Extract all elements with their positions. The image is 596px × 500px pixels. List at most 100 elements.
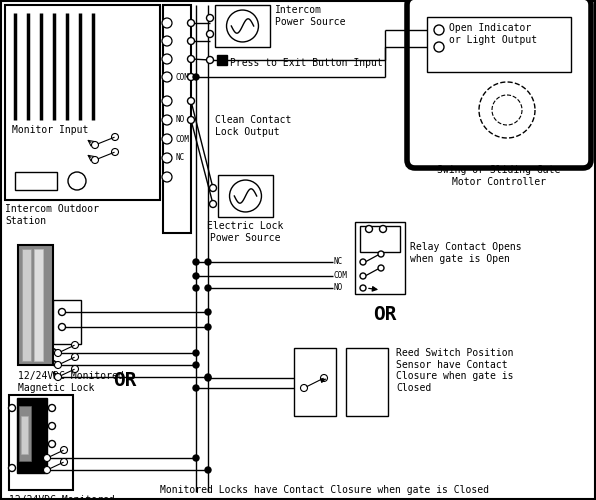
Circle shape: [378, 251, 384, 257]
Circle shape: [92, 156, 98, 164]
Circle shape: [48, 440, 55, 448]
Text: COM: COM: [175, 134, 189, 143]
Circle shape: [188, 116, 194, 123]
Circle shape: [205, 374, 211, 380]
Circle shape: [68, 172, 86, 190]
Circle shape: [188, 74, 194, 80]
Bar: [360, 226, 400, 252]
Text: Monitored Locks have Contact Closure when gate is Closed: Monitored Locks have Contact Closure whe…: [160, 485, 489, 495]
Circle shape: [48, 404, 55, 411]
Text: NC: NC: [333, 258, 342, 266]
Circle shape: [205, 375, 211, 381]
Text: NC: NC: [175, 154, 184, 162]
Bar: [17, 398, 47, 473]
Circle shape: [162, 72, 172, 82]
Circle shape: [210, 200, 216, 207]
Circle shape: [72, 366, 79, 372]
Circle shape: [360, 259, 366, 265]
Circle shape: [205, 309, 211, 315]
Text: NO: NO: [333, 284, 342, 292]
Bar: [355, 222, 405, 294]
Circle shape: [44, 454, 51, 462]
Circle shape: [321, 374, 327, 382]
Circle shape: [48, 422, 55, 430]
Bar: [18, 245, 53, 365]
Bar: [34, 249, 43, 361]
Circle shape: [360, 285, 366, 291]
Circle shape: [188, 98, 194, 104]
Circle shape: [300, 384, 308, 392]
Circle shape: [206, 14, 213, 21]
Bar: [294, 348, 336, 416]
Circle shape: [378, 265, 384, 271]
Circle shape: [193, 259, 199, 265]
Bar: [427, 17, 571, 72]
Text: Monitor Input: Monitor Input: [12, 125, 88, 135]
Text: Relay Contact Opens
when gate is Open: Relay Contact Opens when gate is Open: [410, 242, 522, 264]
Text: COM: COM: [175, 72, 189, 82]
FancyBboxPatch shape: [407, 0, 591, 168]
Circle shape: [205, 259, 211, 265]
Bar: [217, 55, 227, 65]
Circle shape: [193, 350, 199, 356]
Circle shape: [92, 142, 98, 148]
Circle shape: [206, 30, 213, 38]
Circle shape: [72, 354, 79, 360]
Circle shape: [111, 148, 119, 156]
Circle shape: [8, 464, 15, 471]
Bar: [15, 172, 57, 190]
Circle shape: [162, 153, 172, 163]
Circle shape: [162, 134, 172, 144]
Text: Open Indicator
or Light Output: Open Indicator or Light Output: [449, 23, 537, 44]
Text: NO: NO: [175, 116, 184, 124]
Circle shape: [193, 455, 199, 461]
Circle shape: [54, 362, 61, 368]
Circle shape: [210, 184, 216, 192]
Circle shape: [58, 324, 66, 330]
Bar: [53, 300, 81, 344]
Text: 12/24VDC Monitored
Electric Strike Lock: 12/24VDC Monitored Electric Strike Lock: [9, 495, 126, 500]
Text: Clean Contact
Lock Output: Clean Contact Lock Output: [215, 115, 291, 136]
Circle shape: [44, 466, 51, 473]
Circle shape: [162, 96, 172, 106]
Circle shape: [188, 38, 194, 44]
Text: Intercom
Power Source: Intercom Power Source: [275, 5, 346, 26]
Circle shape: [206, 56, 213, 64]
Text: Reed Switch Position
Sensor have Contact
Closure when gate is
Closed: Reed Switch Position Sensor have Contact…: [396, 348, 514, 393]
Text: Swing or Sliding Gate
Motor Controller: Swing or Sliding Gate Motor Controller: [437, 165, 561, 186]
Circle shape: [58, 308, 66, 316]
Text: COM: COM: [333, 272, 347, 280]
Circle shape: [193, 273, 199, 279]
Bar: [218, 175, 273, 217]
Circle shape: [360, 273, 366, 279]
Bar: [22, 249, 31, 361]
Circle shape: [365, 226, 372, 232]
Text: Electric Lock
Power Source: Electric Lock Power Source: [207, 221, 283, 242]
Circle shape: [205, 285, 211, 291]
Text: OR: OR: [113, 370, 136, 390]
Circle shape: [162, 115, 172, 125]
Bar: [9, 395, 73, 490]
Circle shape: [111, 134, 119, 140]
Circle shape: [162, 18, 172, 28]
Text: Intercom Outdoor
Station: Intercom Outdoor Station: [5, 204, 99, 226]
Bar: [215, 5, 270, 47]
Circle shape: [188, 56, 194, 62]
Bar: [19, 406, 31, 461]
Circle shape: [61, 458, 67, 466]
Circle shape: [162, 172, 172, 182]
Circle shape: [193, 385, 199, 391]
Circle shape: [193, 285, 199, 291]
Circle shape: [162, 54, 172, 64]
Bar: [163, 5, 191, 233]
Circle shape: [193, 362, 199, 368]
Circle shape: [8, 404, 15, 411]
Circle shape: [61, 446, 67, 454]
Circle shape: [205, 467, 211, 473]
Text: 12/24VDC Monitored
Magnetic Lock: 12/24VDC Monitored Magnetic Lock: [18, 371, 124, 392]
Circle shape: [226, 10, 259, 42]
Circle shape: [434, 25, 444, 35]
Circle shape: [434, 42, 444, 52]
Text: OR: OR: [373, 306, 397, 324]
Circle shape: [162, 36, 172, 46]
